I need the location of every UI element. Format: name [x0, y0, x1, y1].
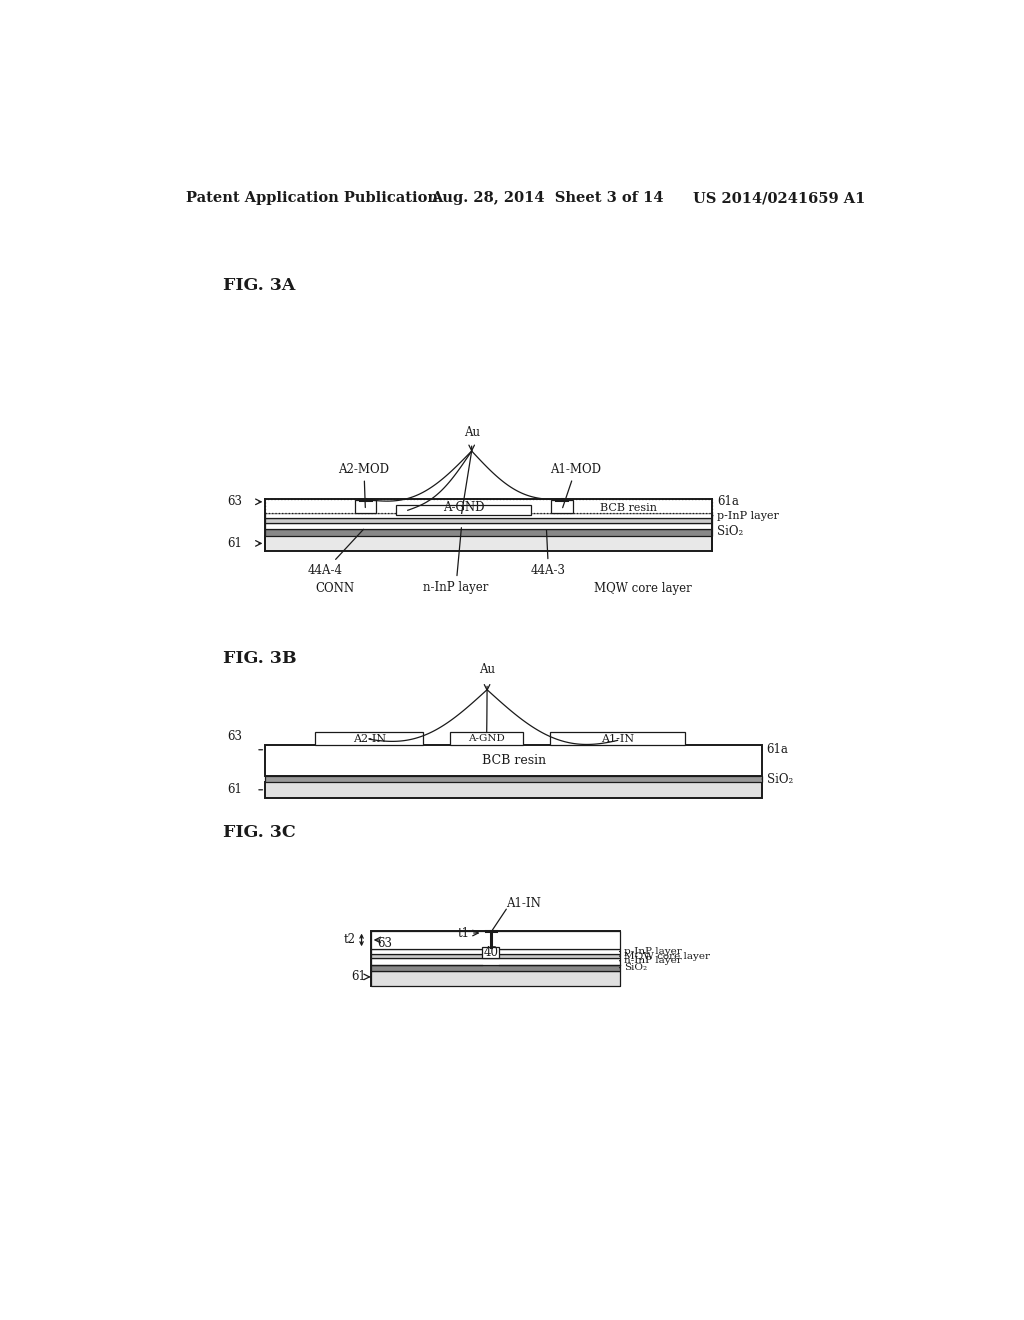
Bar [371, 954, 620, 958]
Text: 61: 61 [351, 970, 367, 983]
Text: 63: 63 [227, 495, 243, 508]
Bar [371, 931, 620, 949]
Text: FIG. 3B: FIG. 3B [223, 651, 297, 668]
Text: A2-IN: A2-IN [352, 734, 386, 743]
Text: FIG. 3A: FIG. 3A [223, 277, 295, 294]
Text: BCB resin: BCB resin [600, 503, 657, 512]
Text: Au: Au [479, 663, 495, 676]
Text: 61: 61 [227, 783, 243, 796]
Text: Patent Application Publication: Patent Application Publication [186, 191, 438, 206]
Text: SiO₂: SiO₂ [625, 964, 647, 972]
Bar [265, 536, 712, 552]
Text: A1-IN: A1-IN [506, 898, 542, 911]
Bar [265, 523, 712, 529]
Bar [371, 958, 620, 965]
Bar [265, 499, 712, 513]
Text: BCB resin: BCB resin [481, 754, 546, 767]
Bar [371, 931, 620, 986]
Text: 44A-3: 44A-3 [531, 531, 566, 577]
Text: A1-IN: A1-IN [601, 734, 634, 743]
Bar [451, 733, 523, 744]
Bar [482, 946, 500, 958]
Bar [371, 965, 620, 970]
Bar [354, 499, 376, 513]
Text: A-GND: A-GND [468, 734, 505, 743]
Text: t2: t2 [343, 933, 355, 946]
Text: Aug. 28, 2014  Sheet 3 of 14: Aug. 28, 2014 Sheet 3 of 14 [431, 191, 664, 206]
Text: Au: Au [464, 426, 479, 440]
Text: p-InP layer: p-InP layer [625, 946, 682, 956]
Text: MQW core layer: MQW core layer [594, 582, 691, 594]
Text: A1-MOD: A1-MOD [550, 462, 601, 508]
Bar [265, 513, 712, 517]
Text: n-InP layer: n-InP layer [423, 528, 488, 594]
Text: 61a: 61a [767, 743, 788, 756]
Text: 40: 40 [483, 946, 499, 960]
Text: 63: 63 [377, 936, 392, 949]
Bar [265, 776, 762, 781]
Text: CONN: CONN [315, 582, 354, 594]
Bar [315, 733, 423, 744]
Text: FIG. 3C: FIG. 3C [223, 824, 296, 841]
Text: A-GND: A-GND [442, 502, 484, 513]
Text: MQW core layer: MQW core layer [625, 952, 710, 961]
Bar [396, 506, 531, 515]
Text: SiO₂: SiO₂ [767, 772, 793, 785]
Bar [371, 949, 620, 954]
Text: n-InP layer: n-InP layer [625, 956, 682, 965]
Text: 63: 63 [227, 730, 243, 743]
Text: A2-MOD: A2-MOD [339, 462, 389, 507]
Text: 61: 61 [227, 537, 243, 550]
Bar [371, 970, 620, 986]
Text: 44A-4: 44A-4 [307, 529, 364, 577]
Bar [265, 781, 762, 797]
Text: t1: t1 [458, 927, 469, 940]
Bar [550, 733, 685, 744]
Text: SiO₂: SiO₂ [717, 525, 743, 539]
Bar [551, 499, 572, 513]
Bar [265, 744, 762, 776]
Text: p-InP layer: p-InP layer [717, 511, 779, 520]
Bar [265, 517, 712, 523]
Bar [265, 529, 712, 536]
Text: US 2014/0241659 A1: US 2014/0241659 A1 [692, 191, 865, 206]
Text: 61a: 61a [717, 495, 739, 508]
